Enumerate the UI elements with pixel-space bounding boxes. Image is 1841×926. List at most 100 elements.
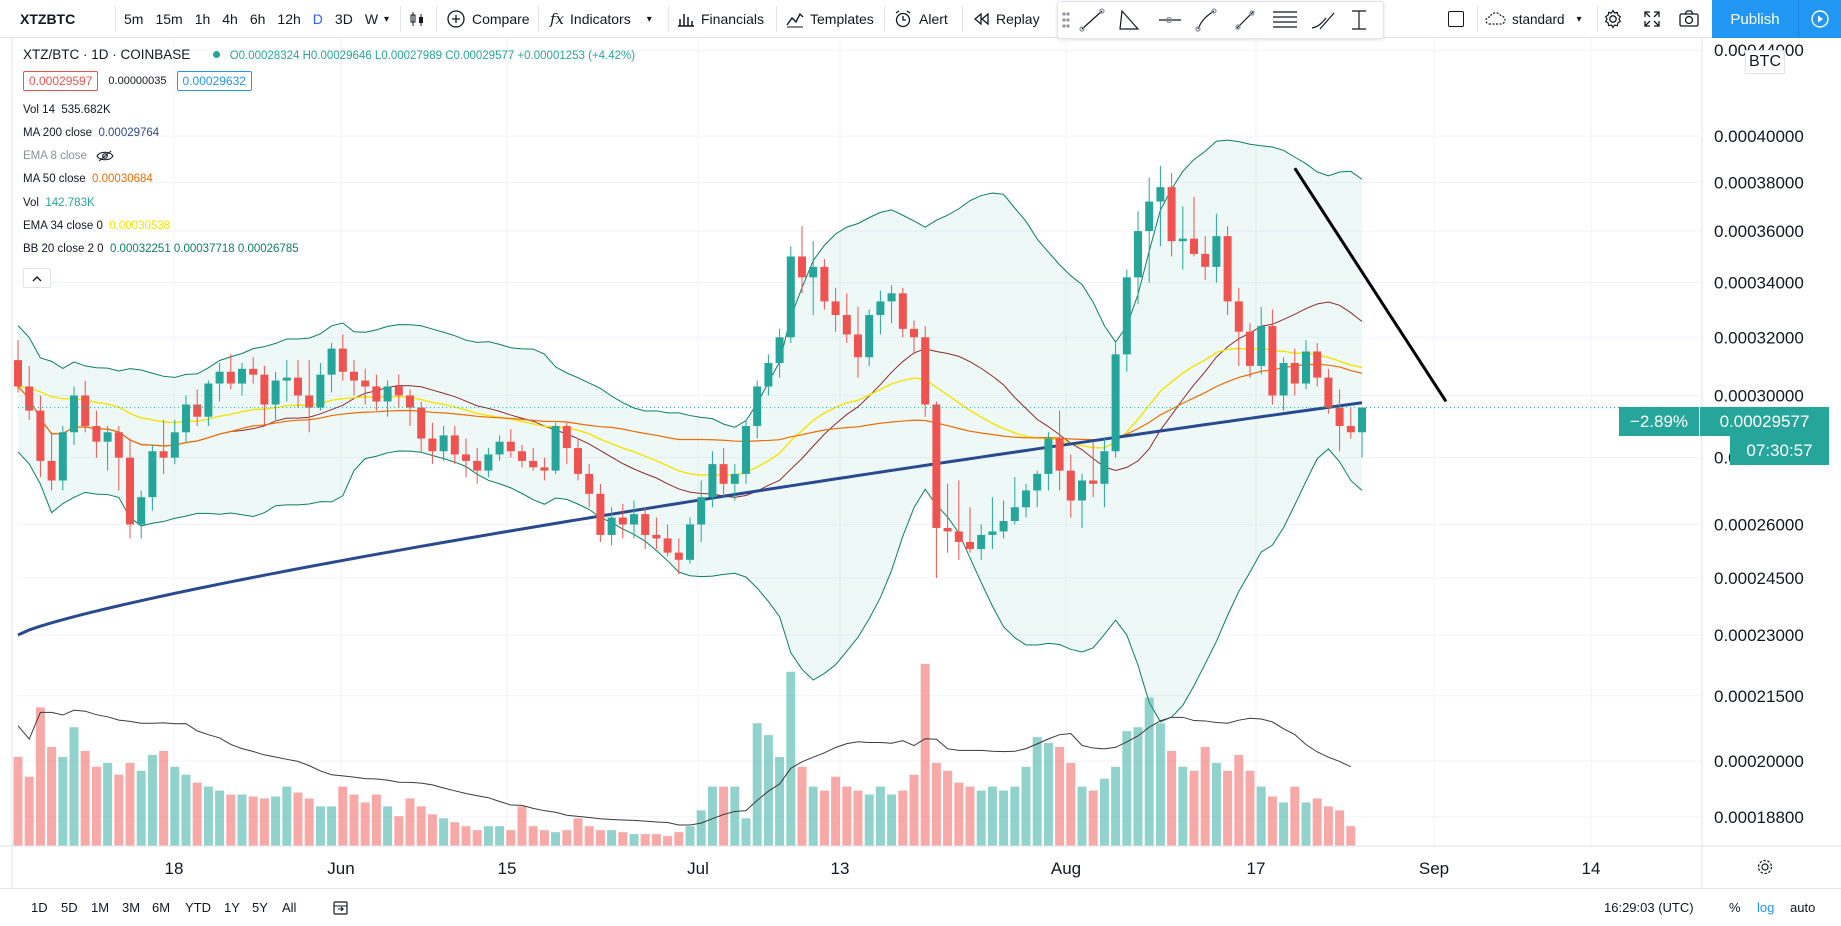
- price-change-text: −2.89%: [1629, 411, 1689, 431]
- candle: [1358, 407, 1366, 458]
- chevron-up-icon: [32, 275, 42, 281]
- goto-date-button[interactable]: [332, 889, 350, 926]
- range-ytd[interactable]: YTD: [185, 900, 211, 915]
- volume-bar: [752, 723, 762, 846]
- select-box-button[interactable]: [1448, 0, 1464, 38]
- candle: [1234, 287, 1243, 366]
- templates-button[interactable]: Templates: [786, 0, 874, 38]
- range-all[interactable]: All: [282, 900, 297, 915]
- volume-bar: [13, 756, 23, 846]
- volume-bar: [1245, 770, 1255, 846]
- rewind-icon: [973, 12, 989, 26]
- candle-body: [506, 441, 515, 452]
- layout-select[interactable]: standard ▾: [1484, 0, 1582, 38]
- parallel-channel-icon[interactable]: [1273, 11, 1297, 28]
- bid-price[interactable]: 0.00029597: [23, 71, 99, 91]
- candle: [999, 500, 1008, 539]
- range-1m[interactable]: 1M: [91, 900, 110, 915]
- legend-label: BB 20 close 2 0: [23, 243, 104, 255]
- candle: [786, 246, 795, 343]
- legend-ma50[interactable]: MA 50 close 0.00030684: [23, 173, 153, 185]
- legend-vol[interactable]: Vol 142.783K: [23, 197, 95, 209]
- chevron-down-icon[interactable]: ▾: [646, 13, 652, 25]
- candles[interactable]: [14, 165, 1366, 579]
- alert-button[interactable]: Alert: [893, 0, 948, 38]
- price-chart[interactable]: 0.000440000.000400000.000380000.00036000…: [0, 38, 1841, 888]
- ema34-line: [17, 347, 1363, 476]
- interval-w[interactable]: W: [364, 11, 379, 27]
- interval-d[interactable]: D: [312, 11, 323, 27]
- replay-button[interactable]: Replay: [972, 0, 1040, 38]
- compare-button[interactable]: Compare: [446, 0, 530, 38]
- interval-6h[interactable]: 6h: [249, 11, 266, 27]
- range-5y[interactable]: 5Y: [252, 900, 268, 915]
- interval-5m[interactable]: 5m: [124, 11, 144, 27]
- candle-body: [1033, 473, 1042, 491]
- drag-handle-icon[interactable]: [1062, 12, 1070, 28]
- candle-body: [876, 301, 885, 316]
- ask-price[interactable]: 0.00029632: [176, 71, 252, 91]
- range-1y[interactable]: 1Y: [224, 900, 240, 915]
- legend-value: 0.00030684: [92, 173, 153, 185]
- extended-line-icon[interactable]: [1195, 8, 1217, 32]
- legend-title[interactable]: XTZ/BTC · 1D · COINBASE: [23, 47, 191, 62]
- legend-ema34[interactable]: EMA 34 close 0 0.00030538: [23, 220, 170, 232]
- volume-bar: [35, 707, 45, 846]
- candle-body: [1156, 187, 1165, 202]
- utc-clock[interactable]: 16:29:03 (UTC): [1604, 900, 1694, 915]
- publish-menu-button[interactable]: [1798, 0, 1841, 38]
- horizontal-ray-icon[interactable]: [1159, 16, 1181, 24]
- financials-button[interactable]: Financials: [677, 0, 764, 38]
- publish-button[interactable]: Publish: [1712, 0, 1798, 38]
- range-3m[interactable]: 3M: [122, 900, 141, 915]
- interval-15m[interactable]: 15m: [155, 11, 183, 27]
- trend-line-icon[interactable]: [1079, 8, 1105, 32]
- candle-body: [652, 534, 661, 539]
- volume-bar: [696, 810, 706, 846]
- collapse-legend-button[interactable]: [23, 268, 51, 288]
- interval-12h[interactable]: 12h: [277, 11, 301, 27]
- candle-body: [148, 451, 157, 498]
- text-cursor-icon[interactable]: [1352, 10, 1366, 30]
- chevron-down-icon[interactable]: ▾: [384, 13, 390, 25]
- candle-body: [450, 435, 459, 455]
- candle: [92, 410, 101, 458]
- settings-button[interactable]: [1602, 0, 1624, 38]
- symbol-search[interactable]: XTZBTC: [20, 11, 76, 27]
- candle-body: [999, 521, 1008, 532]
- indicators-button[interactable]: fx Indicators ▾: [550, 0, 652, 38]
- legend-ma200[interactable]: MA 200 close 0.00029764: [23, 127, 159, 139]
- legend-bb[interactable]: BB 20 close 2 0 0.00032251 0.00037718 0.…: [23, 243, 299, 255]
- interval-1h[interactable]: 1h: [194, 11, 211, 27]
- percent-toggle[interactable]: %: [1729, 900, 1741, 915]
- range-1d[interactable]: 1D: [31, 900, 48, 915]
- brush-icon[interactable]: [1311, 12, 1335, 30]
- interval-3d[interactable]: 3D: [334, 11, 353, 27]
- candle-body: [372, 386, 381, 402]
- range-5d[interactable]: 5D: [61, 900, 78, 915]
- price-tick-label: 0.00034000: [1714, 274, 1804, 293]
- log-toggle[interactable]: log: [1757, 900, 1775, 915]
- volume-bar: [1088, 790, 1098, 846]
- candle-body: [428, 438, 437, 452]
- bid-ask-row: 0.00029597 0.00000035 0.00029632: [23, 71, 252, 91]
- fullscreen-button[interactable]: [1642, 0, 1662, 38]
- range-6m[interactable]: 6M: [152, 900, 171, 915]
- chart-type-button[interactable]: [408, 0, 426, 38]
- volume-bar: [495, 826, 505, 846]
- auto-toggle[interactable]: auto: [1790, 900, 1816, 915]
- current-price-text: 0.00029577: [1719, 411, 1810, 431]
- candle-body: [114, 432, 123, 458]
- volume-bar: [1234, 754, 1244, 846]
- eye-off-icon[interactable]: [96, 150, 114, 162]
- chart-area[interactable]: 0.000440000.000400000.000380000.00036000…: [0, 38, 1841, 888]
- volume-bar: [1279, 802, 1289, 846]
- angle-tool-icon[interactable]: [1119, 9, 1140, 30]
- volume-bar: [170, 766, 180, 846]
- time-tick-label: 15: [498, 859, 517, 878]
- legend-vol14[interactable]: Vol 14 535.682K: [23, 104, 111, 116]
- snapshot-button[interactable]: [1678, 0, 1700, 38]
- ray-icon[interactable]: [1235, 10, 1255, 30]
- legend-ema8[interactable]: EMA 8 close: [23, 150, 114, 162]
- interval-4h[interactable]: 4h: [222, 11, 238, 27]
